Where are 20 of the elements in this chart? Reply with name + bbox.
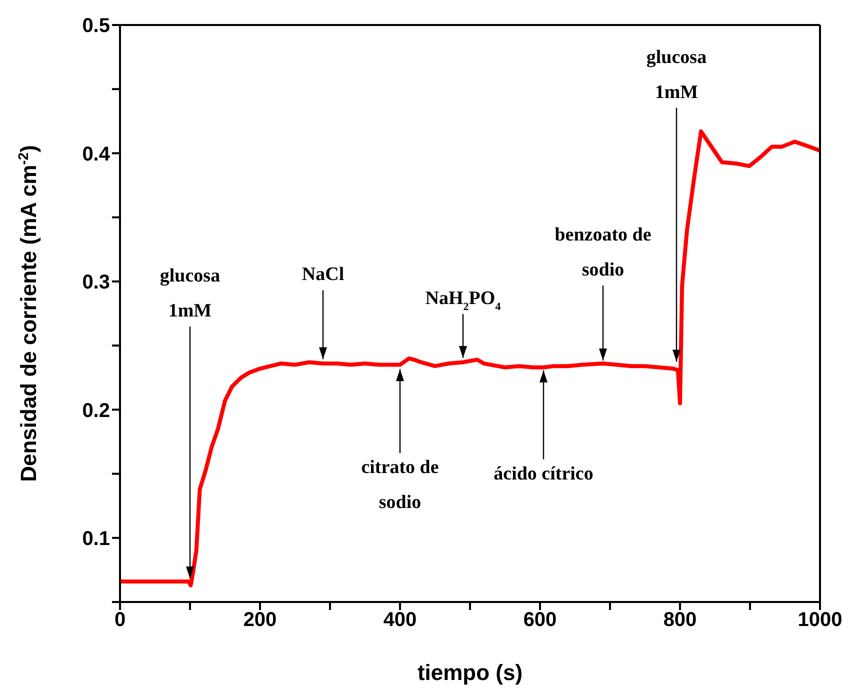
y-tick-label: 0.1 [82, 528, 110, 550]
x-axis-title: tiempo (s) [417, 660, 523, 685]
x-tick-label: 400 [383, 609, 417, 632]
line-series [120, 129, 820, 588]
x-tick-label: 1000 [798, 609, 842, 632]
annotation: benzoato de sodio [554, 224, 652, 281]
annotation: glucosa 1mM [646, 46, 708, 103]
annotation: glucosa 1mM [160, 265, 221, 322]
annotation: NaH$_{2}$PO$_{4}$ [425, 288, 502, 313]
y-tick-label: 0.5 [82, 15, 110, 38]
x-tick-label: 200 [243, 609, 277, 632]
x-tick-label: 600 [523, 609, 557, 632]
y-tick-label: 0.3 [82, 272, 110, 294]
x-tick-label: 800 [663, 609, 697, 632]
annotation: ácido cítrico [494, 463, 594, 484]
annotation: citrato de sodio [361, 457, 439, 514]
x-tick-label: 0 [114, 609, 126, 632]
y-tick-label: 0.4 [82, 143, 111, 166]
y-tick-label: 0.2 [82, 400, 110, 422]
annotation: NaCl [302, 264, 344, 286]
